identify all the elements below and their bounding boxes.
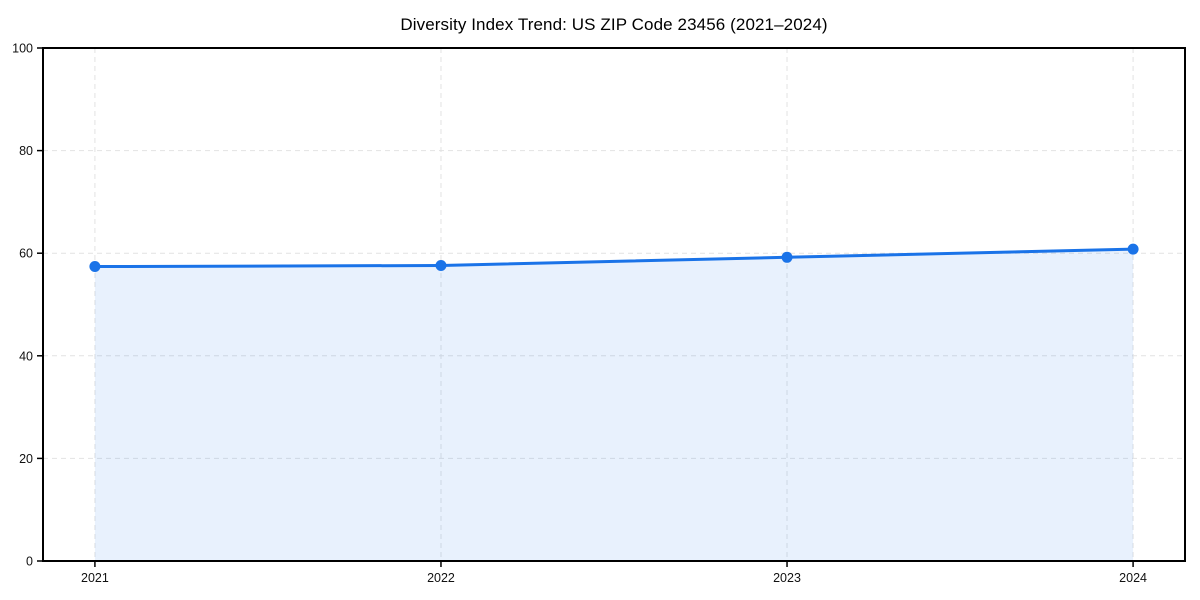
plot-border — [42, 47, 1186, 562]
y-tick-label: 40 — [19, 349, 33, 363]
y-tick-label: 80 — [19, 144, 33, 158]
data-point-2024 — [1127, 243, 1139, 255]
x-tick-label: 2022 — [427, 571, 455, 585]
x-tick-label: 2021 — [81, 571, 109, 585]
y-tick-label: 0 — [26, 555, 33, 569]
x-tick-label: 2023 — [773, 571, 801, 585]
chart-title: Diversity Index Trend: US ZIP Code 23456… — [400, 15, 828, 34]
trend-line — [93, 247, 1135, 269]
y-tick-label: 20 — [19, 452, 33, 466]
area-fill — [94, 249, 1134, 561]
y-tick-label: 100 — [12, 42, 33, 56]
x-tick-label: 2024 — [1119, 571, 1147, 585]
data-point-2021 — [89, 261, 101, 273]
data-point-2023 — [781, 251, 793, 263]
data-point-2022 — [435, 260, 447, 272]
y-tick-label: 60 — [19, 247, 33, 261]
